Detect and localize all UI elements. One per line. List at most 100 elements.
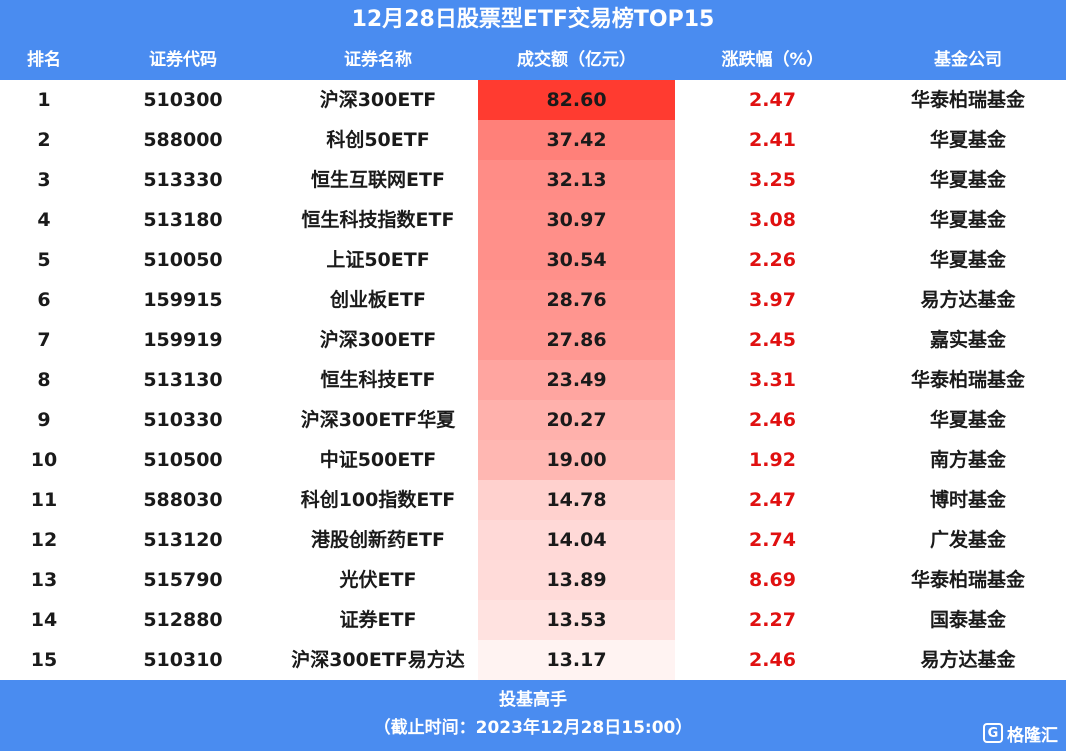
change-cell: 2.47: [749, 489, 796, 511]
name-cell: 恒生互联网ETF: [311, 169, 445, 191]
code-cell: 588030: [143, 489, 223, 511]
turnover-cell: 27.86: [478, 320, 675, 360]
name-cell: 沪深300ETF易方达: [291, 649, 465, 671]
turnover-cell: 14.78: [478, 480, 675, 520]
logo: G 格隆汇: [983, 720, 1058, 746]
company-cell: 易方达基金: [920, 649, 1016, 671]
change-cell: 3.08: [749, 209, 796, 231]
header-turnover: 成交额（亿元）: [517, 50, 636, 70]
name-cell: 恒生科技ETF: [320, 369, 436, 391]
change-cell: 8.69: [749, 569, 796, 591]
code-cell: 510050: [143, 249, 223, 271]
company-cell: 华夏基金: [929, 249, 1006, 271]
header-name: 证券名称: [344, 50, 412, 70]
turnover-cell: 14.04: [478, 520, 675, 560]
table-row: 8 513130 恒生科技ETF 23.49 3.31 华泰柏瑞基金: [0, 360, 1066, 400]
rank-cell: 13: [30, 569, 58, 591]
name-cell: 科创50ETF: [326, 129, 430, 151]
change-cell: 3.25: [749, 169, 796, 191]
company-cell: 华泰柏瑞基金: [910, 569, 1025, 591]
name-cell: 光伏ETF: [339, 569, 417, 591]
change-cell: 2.46: [749, 649, 796, 671]
table-row: 11 588030 科创100指数ETF 14.78 2.47 博时基金: [0, 480, 1066, 520]
rank-cell: 10: [30, 449, 58, 471]
header-code: 证券代码: [149, 50, 217, 70]
table-row: 9 510330 沪深300ETF华夏 20.27 2.46 华夏基金: [0, 400, 1066, 440]
name-cell: 沪深300ETF华夏: [300, 409, 456, 431]
header-change: 涨跌幅（%）: [721, 50, 824, 70]
company-cell: 华夏基金: [929, 209, 1006, 231]
code-cell: 513130: [143, 369, 223, 391]
table-row: 10 510500 中证500ETF 19.00 1.92 南方基金: [0, 440, 1066, 480]
code-cell: 510500: [143, 449, 223, 471]
name-cell: 科创100指数ETF: [300, 489, 456, 511]
table-title: 12月28日股票型ETF交易榜TOP15: [0, 0, 1066, 40]
footer: 投基高手 （截止时间：2023年12月28日15:00） G 格隆汇: [0, 680, 1066, 751]
turnover-cell: 13.17: [478, 640, 675, 680]
change-cell: 2.74: [749, 529, 796, 551]
change-cell: 2.41: [749, 129, 796, 151]
turnover-cell: 13.89: [478, 560, 675, 600]
company-cell: 嘉实基金: [929, 329, 1006, 351]
change-cell: 2.26: [749, 249, 796, 271]
table-row: 1 510300 沪深300ETF 82.60 2.47 华泰柏瑞基金: [0, 80, 1066, 120]
table-header: 排名 证券代码 证券名称 成交额（亿元） 涨跌幅（%） 基金公司: [0, 40, 1066, 80]
table-row: 2 588000 科创50ETF 37.42 2.41 华夏基金: [0, 120, 1066, 160]
company-cell: 南方基金: [929, 449, 1006, 471]
turnover-cell: 32.13: [478, 160, 675, 200]
turnover-cell: 37.42: [478, 120, 675, 160]
change-cell: 3.31: [749, 369, 796, 391]
rank-cell: 6: [37, 289, 51, 311]
change-cell: 2.27: [749, 609, 796, 631]
footer-source: 投基高手: [499, 690, 567, 710]
header-company: 基金公司: [934, 50, 1002, 70]
name-cell: 恒生科技指数ETF: [301, 209, 455, 231]
turnover-cell: 30.54: [478, 240, 675, 280]
name-cell: 港股创新药ETF: [311, 529, 445, 551]
name-cell: 证券ETF: [339, 609, 417, 631]
table-body: 1 510300 沪深300ETF 82.60 2.47 华泰柏瑞基金 2 588000 科创5…: [0, 80, 1066, 680]
rank-cell: 14: [30, 609, 58, 631]
code-cell: 588000: [143, 129, 223, 151]
code-cell: 510330: [143, 409, 223, 431]
rank-cell: 2: [37, 129, 51, 151]
code-cell: 513180: [143, 209, 223, 231]
rank-cell: 11: [30, 489, 58, 511]
name-cell: 上证50ETF: [326, 249, 430, 271]
table-row: 15 510310 沪深300ETF易方达 13.17 2.46 易方达基金: [0, 640, 1066, 680]
table-row: 5 510050 上证50ETF 30.54 2.26 华夏基金: [0, 240, 1066, 280]
table-row: 13 515790 光伏ETF 13.89 8.69 华泰柏瑞基金: [0, 560, 1066, 600]
rank-cell: 12: [30, 529, 58, 551]
table-row: 6 159915 创业板ETF 28.76 3.97 易方达基金: [0, 280, 1066, 320]
company-cell: 华泰柏瑞基金: [910, 369, 1025, 391]
turnover-cell: 20.27: [478, 400, 675, 440]
rank-cell: 5: [37, 249, 51, 271]
table-row: 7 159919 沪深300ETF 27.86 2.45 嘉实基金: [0, 320, 1066, 360]
company-cell: 国泰基金: [929, 609, 1006, 631]
code-cell: 512880: [143, 609, 223, 631]
change-cell: 1.92: [749, 449, 796, 471]
name-cell: 创业板ETF: [330, 289, 426, 311]
footer-note: （截止时间：2023年12月28日15:00）: [373, 718, 693, 738]
turnover-cell: 13.53: [478, 600, 675, 640]
company-cell: 易方达基金: [920, 289, 1016, 311]
rank-cell: 7: [37, 329, 51, 351]
company-cell: 华夏基金: [929, 409, 1006, 431]
code-cell: 513330: [143, 169, 223, 191]
turnover-cell: 23.49: [478, 360, 675, 400]
rank-cell: 3: [37, 169, 51, 191]
company-cell: 华夏基金: [929, 169, 1006, 191]
company-cell: 博时基金: [929, 489, 1006, 511]
rank-cell: 8: [37, 369, 51, 391]
rank-cell: 15: [30, 649, 58, 671]
code-cell: 159919: [143, 329, 223, 351]
turnover-cell: 30.97: [478, 200, 675, 240]
company-cell: 华泰柏瑞基金: [910, 89, 1025, 111]
code-cell: 513120: [143, 529, 223, 551]
change-cell: 3.97: [749, 289, 796, 311]
table-row: 4 513180 恒生科技指数ETF 30.97 3.08 华夏基金: [0, 200, 1066, 240]
rank-cell: 9: [37, 409, 51, 431]
header-rank: 排名: [27, 50, 61, 70]
turnover-cell: 19.00: [478, 440, 675, 480]
code-cell: 510310: [143, 649, 223, 671]
